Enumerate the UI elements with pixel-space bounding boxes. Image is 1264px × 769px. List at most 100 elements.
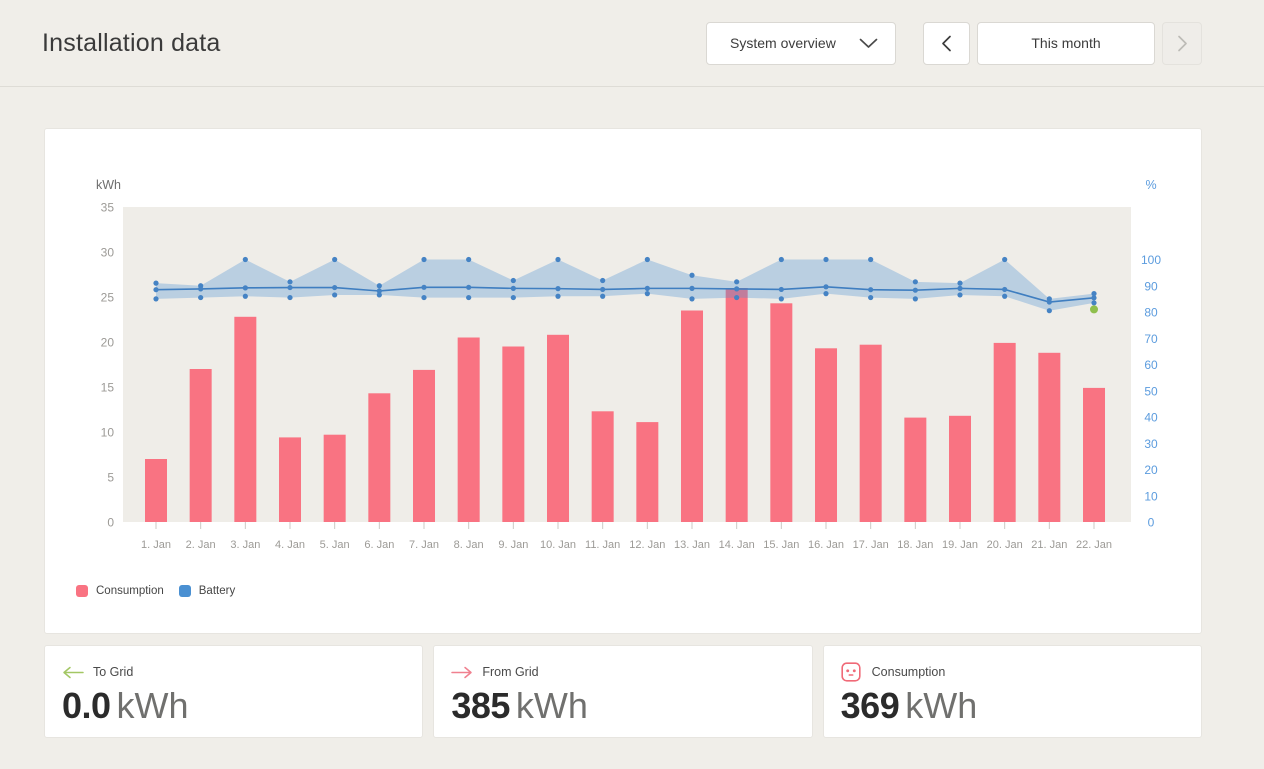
- consumption-bar: [859, 344, 882, 522]
- battery-data-point: [242, 293, 248, 299]
- battery-data-point: [600, 293, 606, 299]
- next-period-button[interactable]: [1162, 21, 1202, 65]
- battery-data-point: [555, 293, 561, 299]
- consumption-bar: [368, 393, 391, 522]
- right-axis-tick-label: 70: [1144, 332, 1158, 346]
- battery-data-point: [510, 294, 516, 301]
- battery-swatch-icon: [178, 585, 191, 597]
- battery-data-point: [466, 294, 472, 301]
- chevron-left-icon: [941, 35, 952, 52]
- battery-average-line: [155, 285, 1095, 303]
- battery-data-point: [689, 272, 695, 278]
- battery-data-point: [778, 286, 784, 293]
- battery-data-point: [868, 256, 874, 263]
- power-outlet-icon: [841, 662, 865, 682]
- installation-chart-card: kWh% 0 5 10 15 20 25 30 35 0 10 20 30 40 50 60 70 80 90 100…: [44, 128, 1202, 634]
- page-title: Installation data: [42, 28, 221, 57]
- battery-data-point: [510, 285, 516, 291]
- battery-data-point: [198, 286, 204, 292]
- battery-data-point: [912, 279, 918, 285]
- consumption-bar: [636, 422, 659, 522]
- battery-data-point: [1091, 300, 1097, 306]
- consumption-bar: [279, 437, 302, 522]
- to-grid-label: To Grid: [93, 665, 134, 679]
- consumption-bar: [502, 346, 525, 522]
- period-label: This month: [1031, 35, 1101, 51]
- prev-period-button[interactable]: [923, 21, 970, 65]
- x-axis-label: 1. Jan: [141, 539, 171, 551]
- battery-data-point: [1002, 293, 1008, 299]
- consumption-bar: [323, 434, 346, 522]
- battery-data-point: [644, 285, 650, 291]
- battery-data-point: [421, 284, 427, 290]
- battery-data-point: [153, 280, 159, 286]
- arrow-left-icon: [62, 666, 86, 679]
- battery-data-point: [1046, 308, 1052, 314]
- consumption-bar: [145, 459, 167, 522]
- right-axis-tick-label: 90: [1144, 279, 1158, 293]
- battery-data-point: [287, 279, 293, 285]
- battery-data-point: [912, 287, 918, 293]
- battery-data-point: [689, 296, 695, 302]
- left-axis-tick-label: 20: [101, 336, 115, 350]
- legend-item-consumption[interactable]: Consumption: [76, 585, 164, 597]
- battery-data-point: [1091, 295, 1097, 301]
- battery-data-point: [734, 279, 740, 285]
- consumption-bar: [591, 411, 614, 522]
- battery-data-point: [1046, 299, 1052, 305]
- consumption-bar: [1083, 387, 1106, 522]
- view-selector-dropdown[interactable]: System overview: [706, 21, 896, 65]
- battery-data-point: [823, 284, 829, 290]
- right-axis-tick-label: 40: [1144, 411, 1158, 425]
- battery-data-point: [466, 284, 472, 290]
- battery-data-point: [734, 286, 740, 292]
- battery-data-point: [734, 294, 740, 301]
- battery-data-point: [555, 286, 561, 292]
- chevron-down-icon: [859, 38, 878, 49]
- battery-data-point: [153, 287, 159, 293]
- x-axis-label: 13. Jan: [674, 539, 710, 551]
- consumption-value: 369: [840, 685, 900, 726]
- battery-data-point: [421, 256, 427, 263]
- battery-data-point: [778, 256, 784, 263]
- battery-data-point: [689, 285, 695, 291]
- plot-area: [123, 207, 1131, 522]
- summary-cards-row: To Grid 0.0 kWh From Grid 385 kWh: [44, 645, 1202, 738]
- from-grid-label: From Grid: [482, 665, 539, 679]
- left-axis-unit: kWh: [96, 178, 121, 192]
- battery-data-point: [466, 256, 472, 263]
- battery-data-point: [823, 291, 829, 297]
- to-grid-unit: kWh: [116, 685, 189, 726]
- x-axis-label: 19. Jan: [942, 539, 978, 551]
- x-axis-label: 22. Jan: [1076, 539, 1112, 551]
- x-axis-label: 12. Jan: [629, 539, 665, 551]
- battery-data-point: [957, 285, 963, 291]
- consumption-unit: kWh: [905, 685, 978, 726]
- legend-label-consumption: Consumption: [96, 585, 164, 597]
- x-axis-label: 6. Jan: [364, 539, 394, 551]
- left-axis-tick-label: 30: [101, 246, 115, 260]
- current-soc-marker: [1090, 305, 1099, 314]
- right-axis-tick-label: 60: [1144, 358, 1158, 372]
- from-grid-unit: kWh: [515, 685, 588, 726]
- x-axis-label: 3. Jan: [230, 539, 260, 551]
- legend-item-battery[interactable]: Battery: [178, 585, 235, 597]
- battery-data-point: [644, 291, 650, 297]
- right-axis-tick-label: 0: [1148, 516, 1155, 530]
- x-axis-label: 7. Jan: [409, 539, 439, 551]
- battery-data-point: [421, 294, 427, 301]
- to-grid-card: To Grid 0.0 kWh: [44, 645, 424, 738]
- consumption-bar: [547, 334, 570, 522]
- consumption-swatch-icon: [76, 585, 88, 597]
- consumption-bar: [681, 310, 704, 522]
- consumption-battery-chart: kWh % 0 5 10 15 20 25 30 35 0 10 20 30 40 50 60 70 80 90 100…: [96, 178, 1161, 551]
- left-axis-tick-label: 5: [107, 471, 114, 485]
- battery-data-point: [510, 277, 516, 284]
- period-button[interactable]: This month: [977, 21, 1155, 65]
- right-axis-tick-label: 50: [1144, 384, 1158, 398]
- x-axis-label: 18. Jan: [897, 539, 933, 551]
- battery-data-point: [198, 294, 204, 301]
- battery-data-point: [1002, 286, 1008, 293]
- left-axis-tick-label: 10: [101, 426, 115, 440]
- consumption-bar: [815, 348, 838, 522]
